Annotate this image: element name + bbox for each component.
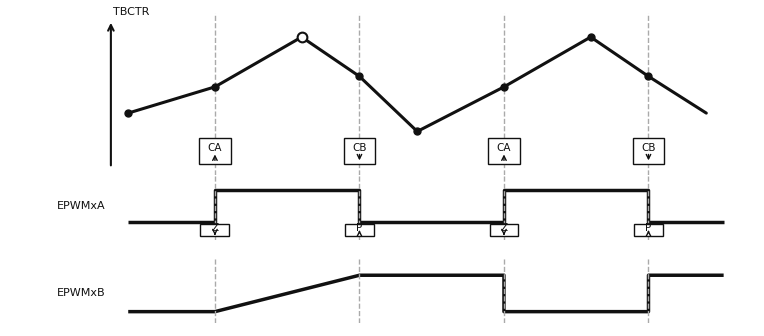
Bar [633, 138, 665, 164]
Text: EPWMxB: EPWMxB [57, 288, 105, 298]
Text: P: P [646, 223, 652, 234]
Text: P: P [356, 223, 363, 234]
Bar [199, 138, 231, 164]
Text: Z: Z [500, 223, 507, 234]
Text: CA: CA [208, 143, 222, 153]
Text: EPWMxA: EPWMxA [57, 201, 105, 211]
Bar [200, 224, 229, 236]
Text: CB: CB [352, 143, 367, 153]
Bar [490, 224, 519, 236]
Text: Z: Z [212, 223, 219, 234]
Bar [345, 224, 374, 236]
Text: TBCTR: TBCTR [113, 7, 150, 17]
Bar [488, 138, 520, 164]
Text: CA: CA [497, 143, 511, 153]
Bar [634, 224, 663, 236]
Bar [344, 138, 375, 164]
Text: CB: CB [641, 143, 656, 153]
